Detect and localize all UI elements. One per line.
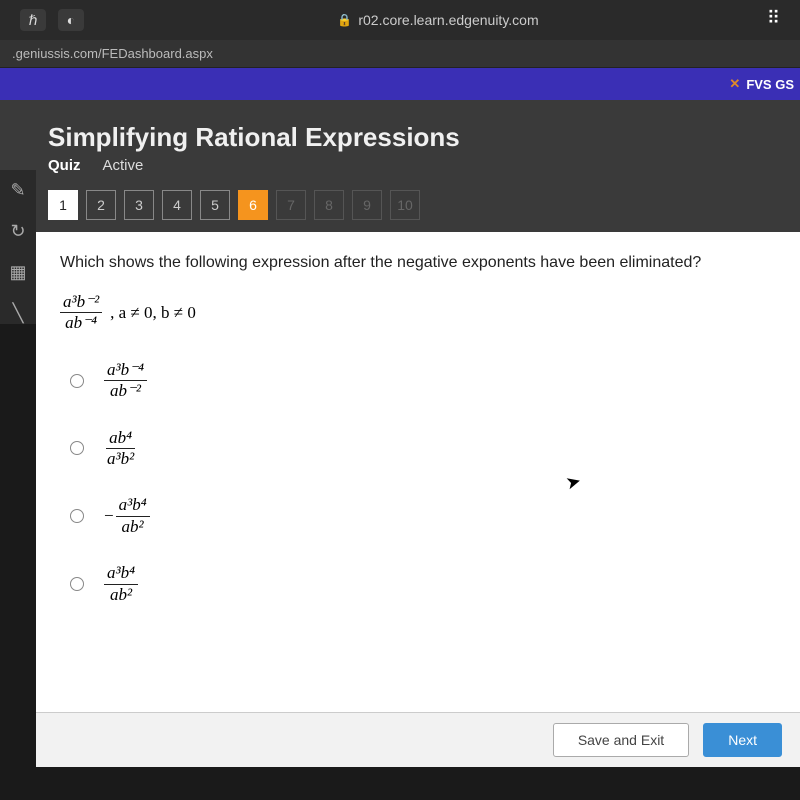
quiz-label: Quiz bbox=[48, 157, 81, 174]
answer-option-2[interactable]: ab⁴a³b² bbox=[70, 428, 776, 470]
close-icon[interactable]: ✕ bbox=[729, 76, 740, 92]
answer-option-4[interactable]: a³b⁴ab² bbox=[70, 563, 776, 605]
browser-chrome: ℏ ◐ 🔒 r02.core.learn.edgenuity.com ⠿ bbox=[0, 0, 800, 40]
question-num-8[interactable]: 8 bbox=[314, 190, 344, 220]
page-title: Simplifying Rational Expressions bbox=[48, 122, 784, 153]
given-denominator: ab⁻⁴ bbox=[62, 313, 100, 333]
radio-button[interactable] bbox=[70, 577, 84, 591]
question-num-1[interactable]: 1 bbox=[48, 190, 78, 220]
address-text: .geniussis.com/FEDashboard.aspx bbox=[12, 46, 213, 61]
question-num-4[interactable]: 4 bbox=[162, 190, 192, 220]
pencil-icon[interactable]: ✎ bbox=[10, 180, 25, 201]
side-toolbar: ✎ ↻ ▦ ╲ bbox=[0, 170, 36, 324]
top-nav-strip: ✕ FVS GS bbox=[0, 68, 800, 100]
question-num-7[interactable]: 7 bbox=[276, 190, 306, 220]
honorlock-icon[interactable]: ℏ bbox=[20, 9, 46, 31]
quiz-subline: Quiz Active bbox=[48, 157, 784, 174]
question-num-2[interactable]: 2 bbox=[86, 190, 116, 220]
shield-icon[interactable]: ◐ bbox=[58, 9, 84, 31]
question-panel: Which shows the following expression aft… bbox=[36, 232, 800, 712]
question-num-10[interactable]: 10 bbox=[390, 190, 420, 220]
option-expression: a³b⁻⁴ab⁻² bbox=[104, 360, 147, 402]
answer-option-3[interactable]: −a³b⁴ab² bbox=[70, 495, 776, 537]
refresh-icon[interactable]: ↻ bbox=[10, 221, 25, 242]
ruler-icon[interactable]: ╲ bbox=[13, 303, 24, 324]
radio-button[interactable] bbox=[70, 374, 84, 388]
url-text: r02.core.learn.edgenuity.com bbox=[358, 12, 538, 28]
next-button[interactable]: Next bbox=[703, 723, 782, 757]
url-display[interactable]: 🔒 r02.core.learn.edgenuity.com bbox=[96, 12, 780, 28]
given-expression: a³b⁻² ab⁻⁴ , a ≠ 0, b ≠ 0 bbox=[60, 292, 776, 334]
lock-icon: 🔒 bbox=[337, 13, 352, 27]
radio-button[interactable] bbox=[70, 509, 84, 523]
expr-condition: , a ≠ 0, b ≠ 0 bbox=[110, 303, 196, 323]
question-num-6[interactable]: 6 bbox=[238, 190, 268, 220]
save-exit-button[interactable]: Save and Exit bbox=[553, 723, 689, 757]
answer-option-1[interactable]: a³b⁻⁴ab⁻² bbox=[70, 360, 776, 402]
option-expression: a³b⁴ab² bbox=[104, 563, 138, 605]
dropbox-icon[interactable]: ⠿ bbox=[767, 8, 780, 29]
question-nav: 123456789 10 bbox=[48, 190, 784, 220]
address-bar[interactable]: .geniussis.com/FEDashboard.aspx bbox=[0, 40, 800, 68]
answer-options: a³b⁻⁴ab⁻² ab⁴a³b² −a³b⁴ab² a³b⁴ab² bbox=[60, 360, 776, 605]
fvs-label: FVS GS bbox=[746, 77, 794, 92]
radio-button[interactable] bbox=[70, 441, 84, 455]
calculator-icon[interactable]: ▦ bbox=[9, 262, 26, 283]
quiz-header: Simplifying Rational Expressions Quiz Ac… bbox=[0, 100, 800, 232]
option-expression: ab⁴a³b² bbox=[104, 428, 137, 470]
bottom-bar: Save and Exit Next bbox=[36, 712, 800, 767]
question-prompt: Which shows the following expression aft… bbox=[60, 254, 776, 272]
option-expression: −a³b⁴ab² bbox=[104, 495, 150, 537]
active-label: Active bbox=[103, 157, 144, 174]
given-numerator: a³b⁻² bbox=[60, 292, 102, 313]
question-num-3[interactable]: 3 bbox=[124, 190, 154, 220]
question-num-5[interactable]: 5 bbox=[200, 190, 230, 220]
question-num-9[interactable]: 9 bbox=[352, 190, 382, 220]
